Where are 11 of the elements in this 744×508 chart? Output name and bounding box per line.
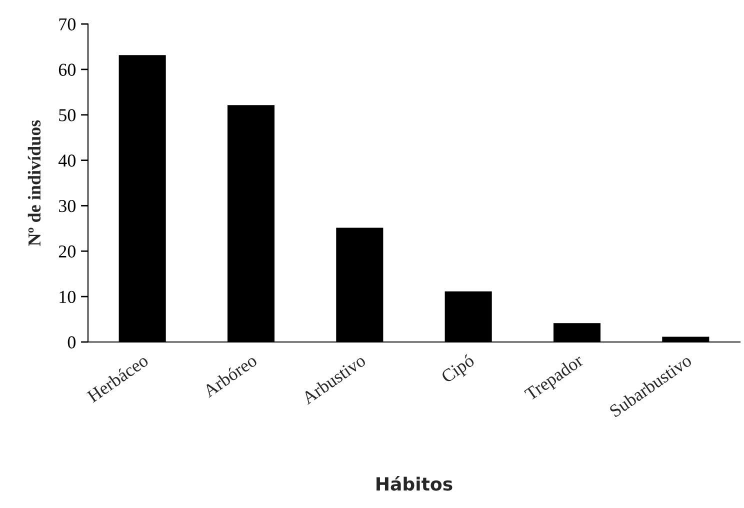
y-tick-label: 10 [60,290,76,304]
y-tick-label: 20 [58,245,76,258]
y-tick-label: 70 [59,18,76,30]
x-tick-label: Cipó [440,354,478,386]
x-axis-title: Hábitos [376,476,452,491]
y-tick-label: 40 [58,154,76,167]
y-tick-label: 30 [59,200,76,212]
y-tick-label: 50 [59,109,76,122]
y-tick-label: 60 [58,64,76,76]
y-axis-title: Nº de indivíduos [28,120,41,246]
y-tick-label: 0 [68,336,76,348]
